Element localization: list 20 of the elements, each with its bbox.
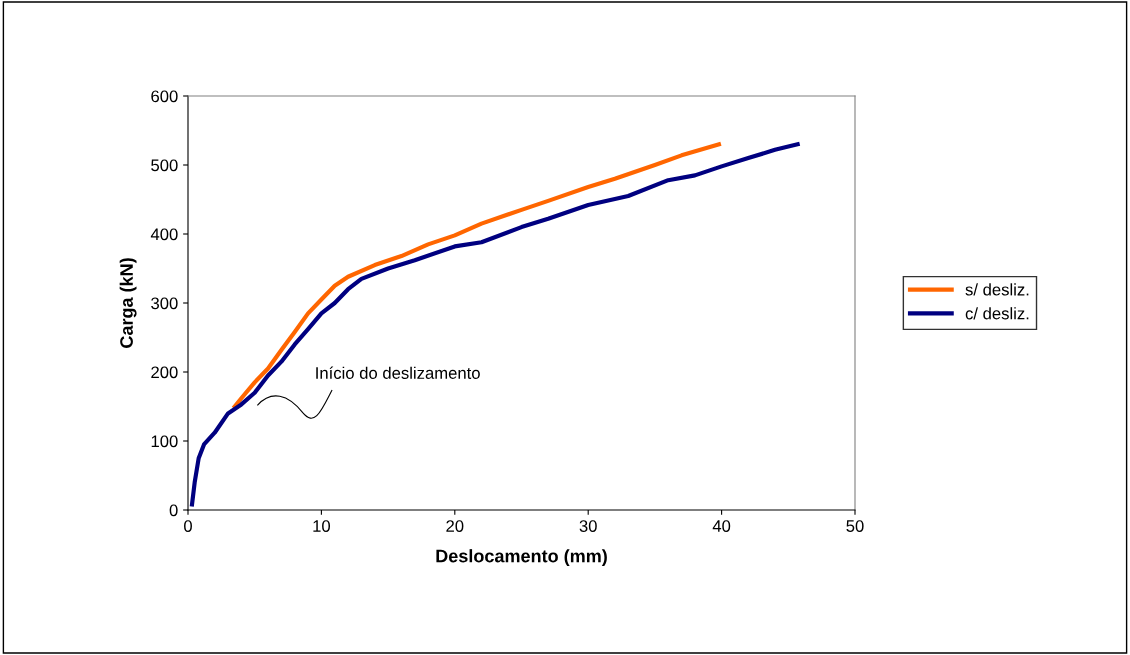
x-axis-title: Deslocamento (mm) <box>436 549 607 566</box>
x-tick-label: 30 <box>579 520 597 532</box>
line-series <box>189 142 800 507</box>
y-tick-label: 500 <box>151 159 178 172</box>
y-tick-label: 200 <box>151 366 178 379</box>
y-tick-label: 0 <box>169 504 178 517</box>
x-tick-label: 50 <box>846 520 864 532</box>
y-tick-label: 600 <box>151 90 178 103</box>
line-series <box>232 142 722 409</box>
y-tick-label: 400 <box>150 228 178 241</box>
x-tick-label: 10 <box>313 520 331 532</box>
x-tick-label: 0 <box>184 520 192 532</box>
y-tick-label: 100 <box>151 435 178 448</box>
legend-label: s/ desliz. <box>965 283 1029 296</box>
annotation: Início do deslizamento <box>316 366 480 379</box>
x-tick-label: 40 <box>712 520 731 532</box>
y-tick-label: 300 <box>151 297 178 310</box>
y-axis-title: Carga (kN) <box>119 258 137 348</box>
legend-label: c/ desliz. <box>965 307 1029 320</box>
x-tick-label: 20 <box>446 520 464 532</box>
